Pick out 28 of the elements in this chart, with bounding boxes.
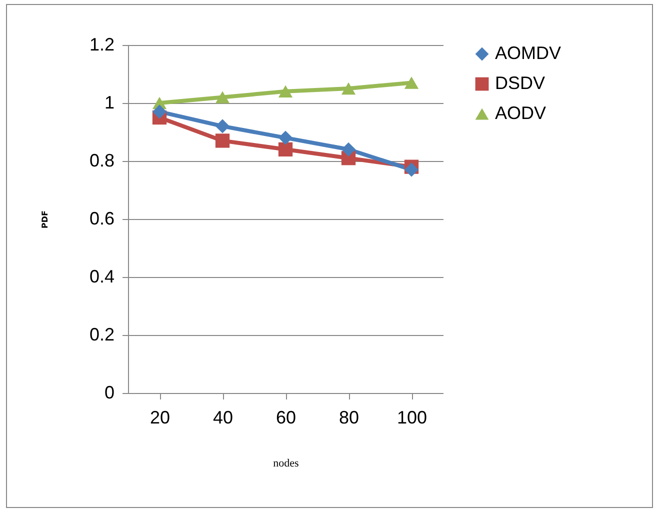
legend-label: AODV (495, 103, 546, 123)
y-tick-label: 0.4 (89, 266, 114, 286)
point (341, 82, 356, 95)
x-tick-label: 40 (212, 408, 234, 428)
x-tick-label: 80 (338, 408, 360, 428)
legend-label: DSDV (495, 73, 546, 93)
point (152, 104, 167, 119)
point (341, 142, 356, 156)
point (404, 162, 419, 177)
point (278, 130, 293, 145)
x-tick-label: 100 (396, 408, 428, 428)
y-tick-label: 0 (104, 382, 114, 402)
x-tick-label: 20 (150, 408, 170, 428)
x-tick-label: 60 (276, 408, 296, 428)
y-axis-title: PDF (40, 210, 50, 228)
y-tick-label: 1 (104, 92, 114, 112)
y-tick-label: 1.2 (89, 34, 114, 54)
point (278, 85, 293, 98)
x-axis-title: nodes (273, 458, 299, 470)
y-tick-label: 0.6 (89, 208, 114, 228)
point (215, 119, 230, 134)
point (215, 91, 230, 104)
point (404, 76, 419, 89)
y-tick-label: 0.2 (89, 324, 114, 344)
point (278, 142, 293, 156)
y-tick-label: 0.8 (89, 150, 114, 170)
legend-label: AOMDV (495, 43, 562, 63)
point (215, 134, 230, 148)
